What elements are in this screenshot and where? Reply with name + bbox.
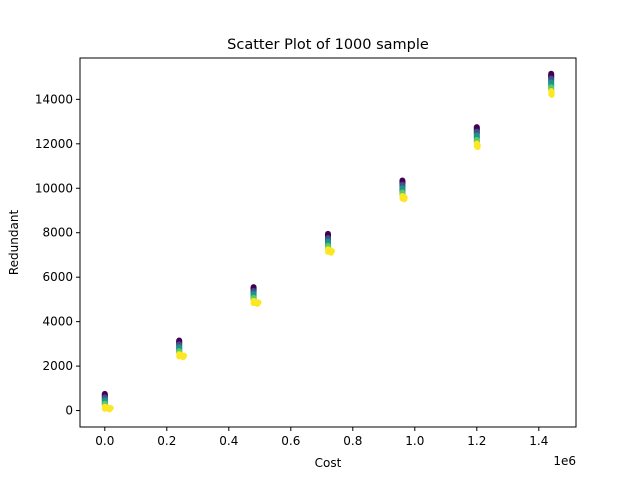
- x-tick-label: 0.8: [343, 434, 362, 448]
- y-tick-label: 12000: [35, 137, 73, 151]
- scatter-point: [180, 354, 187, 361]
- scatter-point: [401, 196, 408, 203]
- scatter-point: [474, 144, 481, 151]
- y-tick-label: 4000: [42, 315, 73, 329]
- x-axis-label: Cost: [315, 456, 342, 470]
- y-axis-label: Redundant: [7, 210, 21, 276]
- y-tick-label: 14000: [35, 92, 73, 106]
- chart-title: Scatter Plot of 1000 sample: [227, 37, 429, 53]
- scatter-point: [106, 406, 113, 413]
- y-tick-label: 2000: [42, 359, 73, 373]
- x-axis-offset-label: 1e6: [553, 454, 576, 468]
- x-tick-label: 1.2: [467, 434, 486, 448]
- y-tick-label: 10000: [35, 181, 73, 195]
- y-tick-label: 6000: [42, 270, 73, 284]
- y-tick-label: 0: [65, 404, 73, 418]
- x-axis-ticks: 0.0 0.2 0.4 0.6 0.8 1.0 1.2 1.4: [95, 427, 548, 448]
- x-tick-label: 0.6: [281, 434, 300, 448]
- data-points: [101, 70, 555, 413]
- plot-frame: [79, 57, 577, 428]
- y-tick-label: 8000: [42, 226, 73, 240]
- x-tick-label: 1.4: [529, 434, 548, 448]
- x-tick-label: 0.0: [95, 434, 114, 448]
- x-tick-label: 0.2: [157, 434, 176, 448]
- scatter-point: [254, 300, 261, 307]
- scatter-point: [328, 249, 335, 256]
- scatter-point: [548, 91, 555, 98]
- x-tick-label: 1.0: [405, 434, 424, 448]
- x-tick-label: 0.4: [219, 434, 238, 448]
- y-axis-ticks: 0 2000 4000 6000 8000 10000 12000 14000: [35, 92, 80, 418]
- scatter-point: [101, 405, 108, 412]
